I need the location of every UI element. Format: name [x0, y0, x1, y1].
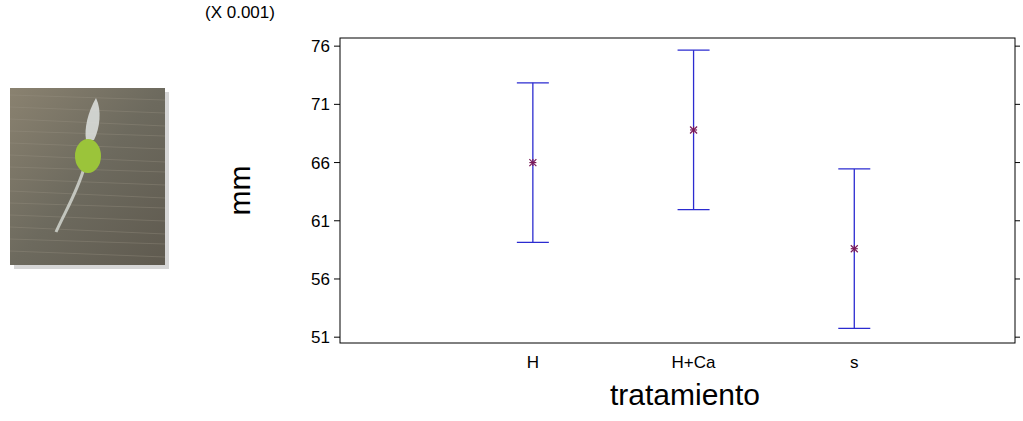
mean-marker — [529, 159, 536, 166]
y-axis-title: mm — [223, 166, 256, 216]
x-tick-label: H+Ca — [672, 353, 716, 372]
marker-stroke — [529, 159, 536, 166]
error-bar-cap — [678, 50, 710, 51]
y-tick — [334, 278, 340, 279]
photo-texture — [10, 215, 165, 221]
y-tick — [334, 104, 340, 105]
axis-multiplier: (X 0.001) — [205, 3, 275, 22]
photo-texture — [10, 239, 165, 244]
photo-texture — [10, 203, 165, 208]
marks — [517, 50, 870, 328]
y-tick-right — [1015, 104, 1020, 105]
photo-texture — [10, 179, 165, 185]
y-tick-label: 51 — [311, 328, 330, 347]
y-tick — [334, 220, 340, 221]
marker-stroke — [690, 126, 697, 133]
x-tick-label: s — [850, 353, 859, 372]
plot-frame — [340, 38, 1015, 343]
photo-seed — [75, 139, 101, 173]
chart-root: 51 56 61 66 71 76 (X 0.001) mm tratamiento H H+Ca s — [0, 0, 1023, 421]
error-bar-cap — [517, 242, 549, 243]
error-bar-cap — [678, 209, 710, 210]
photo-texture — [10, 191, 165, 198]
photo-texture — [10, 95, 165, 100]
error-bar-cap — [838, 328, 870, 329]
error-bar-cap — [838, 168, 870, 169]
photo — [10, 88, 165, 265]
mean-marker — [690, 126, 697, 133]
y-tick-label: 61 — [311, 212, 330, 231]
marker-stroke — [529, 159, 536, 166]
y-tick — [334, 46, 340, 47]
y-tick — [334, 162, 340, 163]
marker-stroke — [690, 126, 697, 133]
error-bar-cap — [517, 82, 549, 83]
error-bar — [678, 50, 710, 209]
y-tick-label: 56 — [311, 270, 330, 289]
y-tick-label: 71 — [311, 95, 330, 114]
y-tick-right — [1015, 220, 1020, 221]
y-tick-right — [1015, 278, 1020, 279]
y-tick-right — [1015, 46, 1020, 47]
y-tick-right — [1015, 162, 1020, 163]
mean-marker — [851, 245, 858, 252]
y-tick-label: 76 — [311, 37, 330, 56]
photo-texture — [10, 107, 165, 113]
y-tick-right — [1015, 337, 1020, 338]
y-tick — [334, 337, 340, 338]
x-tick-label: H — [527, 353, 539, 372]
y-tick-label: 66 — [311, 154, 330, 173]
photo-texture — [10, 227, 165, 234]
photo-sprout — [85, 98, 99, 140]
photo-texture — [10, 251, 165, 257]
error-bar — [838, 169, 870, 328]
error-bar — [517, 83, 549, 242]
marker-stroke — [851, 245, 858, 252]
photo-root — [56, 168, 84, 232]
x-axis-title: tratamiento — [610, 378, 760, 411]
marker-stroke — [851, 245, 858, 252]
